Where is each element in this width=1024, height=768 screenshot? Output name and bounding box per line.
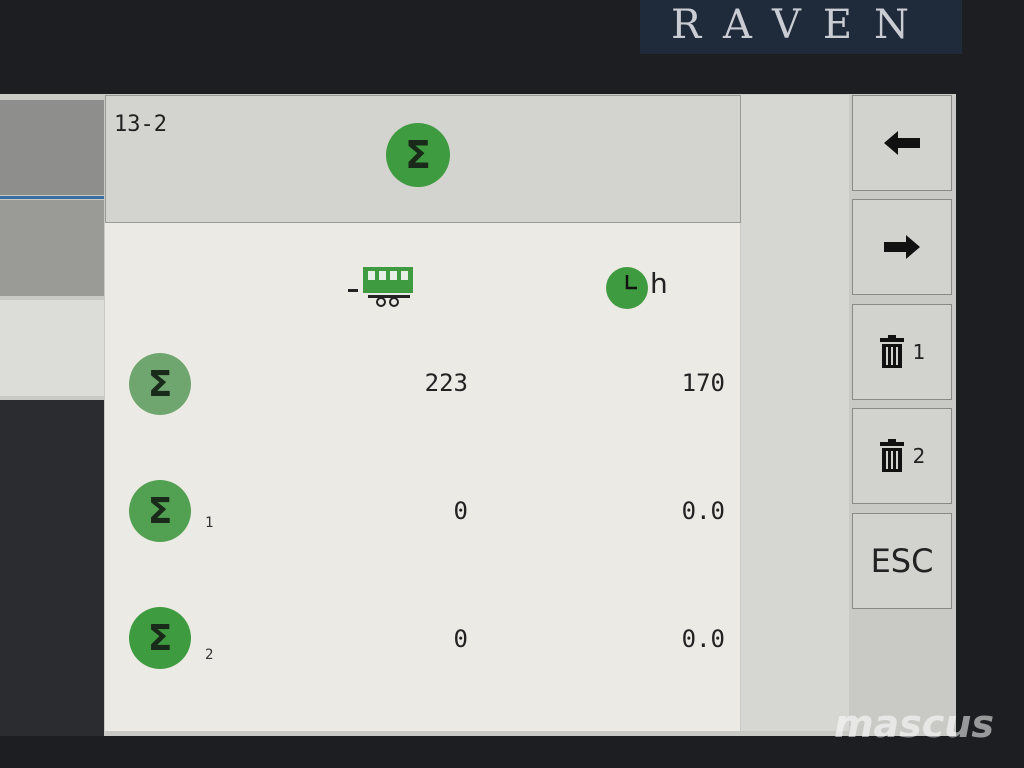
delete-total-1-button[interactable]: 1 — [852, 304, 952, 400]
spacer-column — [741, 95, 849, 731]
sigma-total-icon: Σ — [129, 607, 191, 669]
arrow-left-icon — [884, 131, 920, 155]
hours-total-2: 0.0 — [681, 625, 725, 653]
back-button[interactable] — [852, 95, 952, 191]
subscript: 2 — [205, 647, 214, 663]
esc-button[interactable]: ESC — [852, 513, 952, 609]
arrow-right-icon — [884, 235, 920, 259]
clock-icon — [606, 267, 648, 309]
trash-icon — [879, 335, 904, 368]
delete-total-2-button[interactable]: 2 — [852, 408, 952, 504]
divider — [0, 196, 104, 199]
sigma-total-icon: Σ — [129, 480, 191, 542]
totals-table: h Σ 223 170 Σ 1 0 0.0 Σ 2 0 0.0 — [105, 223, 740, 731]
side-panel-empty — [0, 400, 104, 736]
subscript: 1 — [205, 515, 214, 531]
side-panel-tab[interactable] — [0, 300, 104, 396]
sigma-total-icon: Σ — [129, 353, 191, 415]
raven-logo: RAVEN — [640, 0, 962, 54]
forward-button[interactable] — [852, 199, 952, 295]
watermark: mascus — [833, 702, 994, 746]
trailer-total-1: 0 — [453, 497, 468, 525]
hours-total-1: 0.0 — [681, 497, 725, 525]
sigma-total-icon: Σ — [386, 123, 450, 187]
trailer-total-2: 0 — [453, 625, 468, 653]
trailer-total: 223 — [424, 369, 468, 397]
page-id: 13-2 — [114, 112, 167, 137]
side-panel-tab[interactable] — [0, 100, 104, 195]
hours-unit: h — [650, 267, 668, 300]
side-panel-tab[interactable] — [0, 200, 104, 296]
page-header: 13-2 Σ — [105, 95, 741, 223]
trash-icon — [879, 439, 904, 472]
hours-total: 170 — [681, 369, 725, 397]
trailer-icon — [348, 267, 413, 307]
esc-label: ESC — [870, 542, 934, 580]
delete-2-label: 2 — [912, 444, 926, 468]
delete-1-label: 1 — [912, 340, 926, 364]
